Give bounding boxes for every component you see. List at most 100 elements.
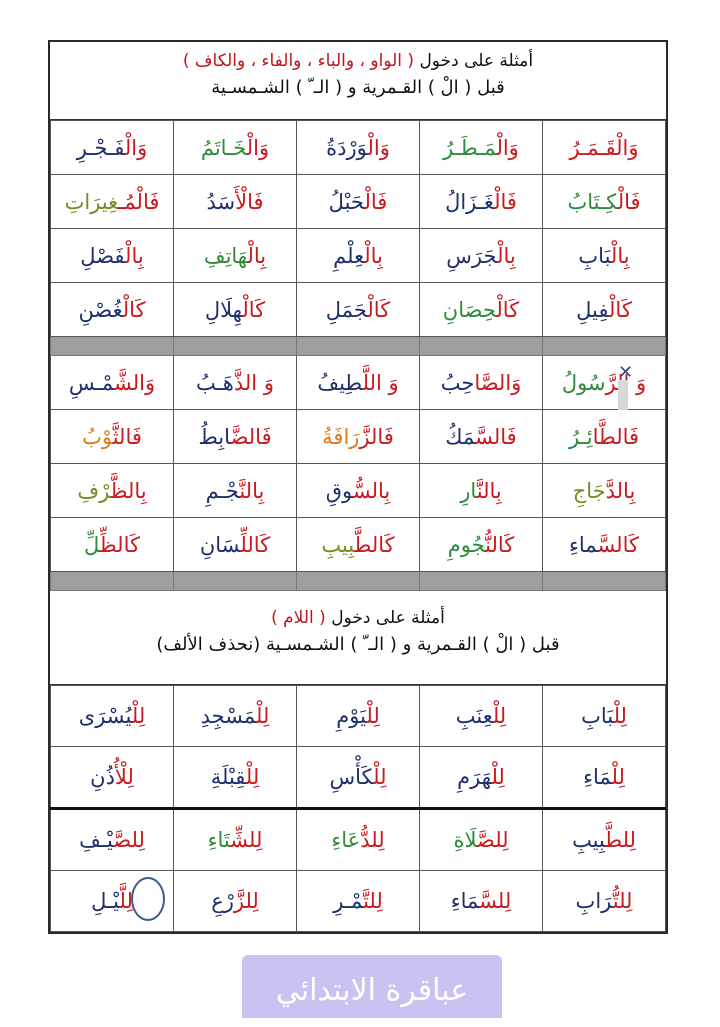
word-prefix: كَالْ [242, 297, 266, 322]
word-row: فَالْكِـتَابُ فَالْغَـزَالُ فَالْحَبْلُ فَا… [50, 174, 666, 229]
word: بِالْفَصْلِ [80, 244, 143, 268]
word-prefix: فَالضَّ [230, 424, 272, 449]
word: بِالْهَاتِفِ [204, 244, 266, 268]
word-stem: سُولُ [561, 370, 606, 395]
word: لِلْيُسْرَى [79, 704, 145, 728]
word-stem: يَوْمِ [336, 704, 367, 728]
word-stem: ارِ [460, 478, 477, 503]
word-stem: غِيرَاتِ [64, 189, 119, 214]
word-cell: لِلصَّلَاةِ [419, 807, 543, 871]
word-prefix: كَالطَّ [354, 532, 395, 557]
separator-cell [296, 336, 420, 356]
word-stem: هِلَالِ [204, 297, 243, 322]
text-cursor-highlight [618, 380, 628, 410]
word-stem: ذُنِ [90, 765, 115, 789]
word-cell: وَالْفَـجْـرِ [50, 120, 174, 175]
word: لِلسَّمَاءِ [451, 889, 512, 913]
word-stem: بَابِ [581, 704, 614, 728]
word: كَالطَّبِيبِ [321, 533, 394, 557]
word-stem: لَاةِ [453, 828, 477, 852]
word-cell: كَاللِّسَانِ [173, 517, 297, 572]
word-stem: مَسْجِدِ [200, 704, 257, 728]
word-prefix: كَالظِّ [99, 532, 140, 557]
word-prefix: لِلْ [373, 765, 387, 789]
word-row: وَ الرَّسُولُوَالصَّاحِبُوَ اللَّطِيفُوَ… [50, 355, 666, 410]
word-stem: عِنَبِ [455, 704, 493, 728]
separator-cell [173, 336, 297, 356]
word-prefix: لِلتُّ [612, 889, 633, 913]
section2-title-prefix: أمثلة على دخول [331, 608, 445, 628]
word-stem: مَـطَـرُ [443, 135, 497, 160]
word-prefix: وَ الذَّ [233, 370, 274, 395]
word-stem: هَـبُ [196, 370, 234, 395]
word: لِلطَّبِيبِ [572, 828, 636, 852]
word: وَ الذَّهَـبُ [196, 371, 274, 395]
word-stem: خَـاتَمُ [200, 135, 247, 160]
word-cell: لِلدُّعَاءِ [296, 807, 420, 871]
word-stem: ماءِ [569, 532, 598, 557]
section1-title-prefix: أمثلة على دخول [419, 51, 534, 71]
word-prefix: فَالْمُـ [118, 189, 160, 214]
word-prefix: فَالْ [364, 189, 388, 214]
word: لِلْقِبْلَةِ [211, 765, 260, 789]
word: لِلَّيْـلِ [91, 889, 133, 913]
word-cell: كَالْهِلَالِ [173, 282, 297, 337]
word-prefix: كَاللِّ [240, 532, 271, 557]
word-cell: بِالْعِلْمِ [296, 228, 420, 283]
word: بِالدَّجَاجِ [573, 479, 636, 503]
word-cell: فَالْأَسَدُ [173, 174, 297, 229]
word: لِلتُّرَابِ [576, 889, 633, 913]
word-cell: لِلْيُسْرَى [50, 685, 174, 747]
word-stem: حَبْلُ [328, 189, 365, 214]
word: فَالْحَبْلُ [329, 190, 388, 214]
word-prefix: لِلْ [491, 765, 505, 789]
word-stem: جُومِ [447, 532, 486, 557]
word-row: فَالطَّائِـرُ فَالسَّمَكُ فَالزَّرَافَةُ فَ… [50, 409, 666, 464]
word-cell: لِلزَّرْعِ [173, 870, 297, 932]
word-prefix: فَالسَّ [475, 424, 517, 449]
word-stem: مْـرِ [333, 889, 364, 913]
separator-cell [419, 571, 543, 591]
word-stem: عَاءِ [331, 828, 361, 852]
word-cell: كَالظِّلِّ [50, 517, 174, 572]
word-cell: بِالْهَاتِفِ [173, 228, 297, 283]
word: فَالْمُـغِيرَاتِ [65, 190, 160, 214]
word-cell: لِلْمَاءِ [542, 746, 666, 809]
word-cell: فَالْغَـزَالُ [419, 174, 543, 229]
word-row: لِلْبَابِ لِلْعِنَبِ لِلْيَوْمِ لِلْمَسْجِد… [50, 685, 666, 747]
word-prefix: فَالْ [494, 189, 517, 214]
word-prefix: لِلْ [613, 704, 627, 728]
word: كَالْغُصْنِ [78, 298, 145, 322]
word-prefix: وَالْ [246, 135, 270, 160]
word: فَالطَّائِـرُ [569, 425, 639, 449]
word: وَالْقَـمَـرُ [569, 136, 638, 160]
word-stem: حِبُ [440, 370, 475, 395]
word-cell: كَالْغُصْنِ [50, 282, 174, 337]
section2-title-letters: ( اللام ) [271, 608, 326, 628]
word-cell: فَالثَّوْبُ [50, 409, 174, 464]
word: فَالسَّمَكُ [445, 425, 516, 449]
word: لِلزَّرْعِ [211, 889, 259, 913]
watermark-badge: عباقرة الابتدائي [242, 955, 502, 1018]
word-prefix: لِلصَّ [113, 828, 145, 852]
word-prefix: لِلْ [611, 765, 625, 789]
word-cell: بِالْجَرَسِ [419, 228, 543, 283]
close-icon[interactable]: ✕ [618, 362, 634, 383]
word: لِلْمَاءِ [583, 765, 625, 789]
word: فَالضَّابِطُ [198, 425, 271, 449]
separator-cell [296, 571, 420, 591]
separator-cell [542, 571, 666, 591]
word-stem: ابِطُ [198, 424, 231, 449]
word-cell: وَالشَّمْـسِ [50, 355, 174, 410]
word-cell: بِالْفَصْلِ [50, 228, 174, 283]
word: لِلْأُذُنِ [90, 765, 134, 789]
word-stem: رَافَةُ [322, 424, 360, 449]
word: وَالصَّاحِبُ [441, 371, 522, 395]
word-cell: وَالْمَـطَـرُ [419, 120, 543, 175]
word: لِلصَّيْـفِ [79, 828, 145, 852]
word-stem: فَصْلِ [80, 243, 126, 268]
word-prefix: بِالسُّ [352, 478, 391, 503]
word-stem: رْفِ [77, 478, 111, 503]
word: فَالْكِـتَابُ [567, 190, 640, 214]
word-stem: هَاتِفِ [203, 243, 248, 268]
